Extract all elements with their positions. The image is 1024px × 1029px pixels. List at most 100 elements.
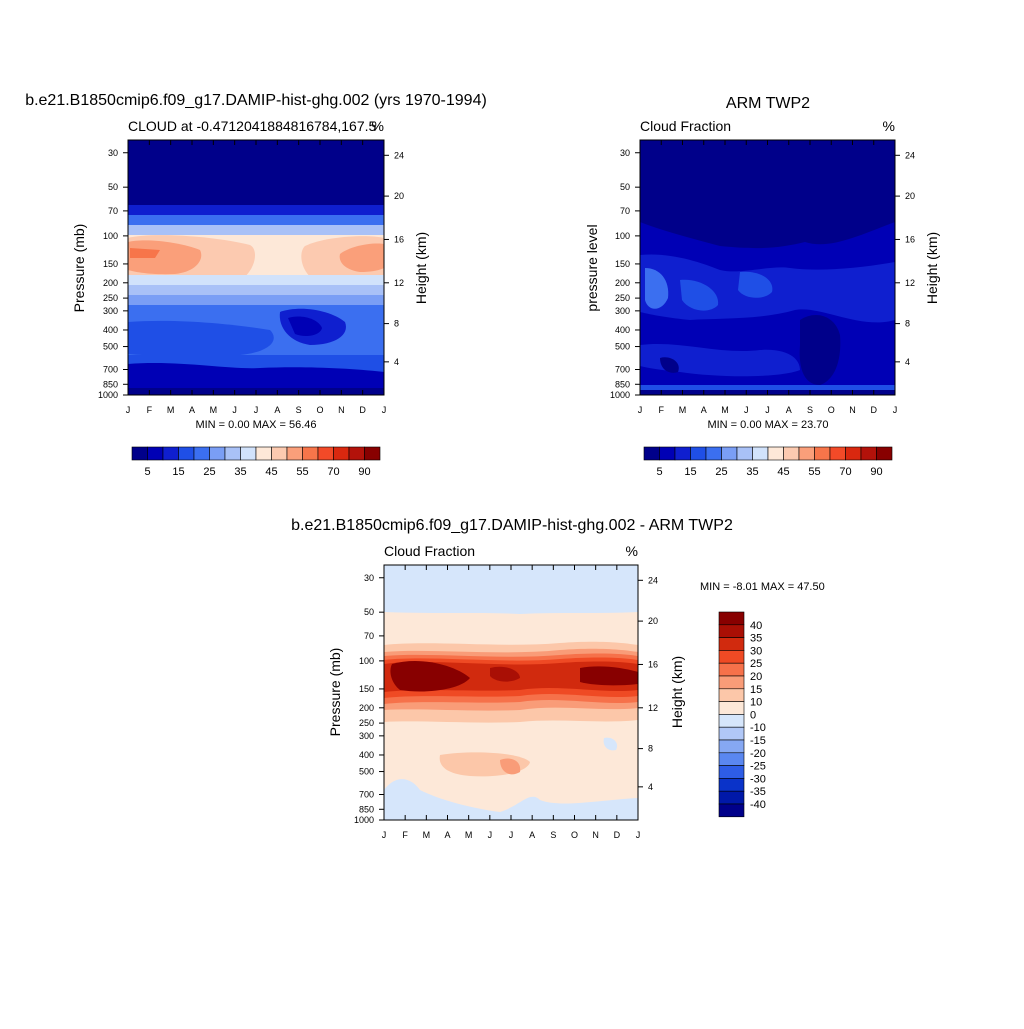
- colorbar-label: -25: [750, 761, 766, 773]
- field-blob: [490, 666, 520, 682]
- field-band: [128, 285, 384, 295]
- field-blob: [640, 343, 800, 377]
- panel-obs-title: ARM TWP2: [726, 95, 810, 112]
- y-tick-label: 200: [359, 703, 374, 713]
- x-tick-label: M: [167, 405, 175, 415]
- colorbar-label: 55: [808, 466, 820, 478]
- colorbar-box: [718, 611, 745, 626]
- colorbar-label: 20: [750, 671, 762, 683]
- panel-obs-y-axis-right: 24 20 16 12 8 4: [895, 150, 915, 367]
- colorbar-box: [721, 446, 738, 461]
- y-tick-label: 100: [103, 231, 118, 241]
- x-tick-label: O: [828, 405, 835, 415]
- y-tick-label: 150: [615, 259, 630, 269]
- colorbar-label: 25: [750, 658, 762, 670]
- field-blob: [738, 271, 773, 298]
- x-tick-label: O: [571, 830, 578, 840]
- colorbar-label: 70: [327, 466, 339, 478]
- y-right-tick-label: 8: [394, 319, 399, 329]
- colorbar-label: 5: [144, 466, 150, 478]
- y-tick-label: 50: [108, 182, 118, 192]
- y-tick-label: 30: [108, 148, 118, 158]
- colorbar-label: 15: [684, 466, 696, 478]
- x-tick-label: A: [529, 830, 535, 840]
- colorbar-label: 90: [358, 466, 370, 478]
- colorbar-box: [718, 675, 745, 690]
- y-right-tick-label: 8: [905, 319, 910, 329]
- field-blob: [339, 243, 384, 272]
- y-right-tick-label: 12: [905, 278, 915, 288]
- colorbar-label: 45: [265, 466, 277, 478]
- colorbar-box: [178, 446, 195, 461]
- x-tick-label: M: [210, 405, 218, 415]
- y-tick-label: 100: [359, 656, 374, 666]
- x-tick-label: N: [592, 830, 599, 840]
- x-tick-label: O: [316, 405, 323, 415]
- panel-diff-title: b.e21.B1850cmip6.f09_g17.DAMIP-hist-ghg.…: [291, 517, 733, 534]
- y-tick-label: 250: [359, 718, 374, 728]
- y-tick-label: 1000: [98, 390, 118, 400]
- field-blob: [799, 315, 841, 385]
- x-tick-label: M: [679, 405, 687, 415]
- x-tick-label: F: [659, 405, 665, 415]
- y-tick-label: 500: [359, 767, 374, 777]
- colorbar-box: [767, 446, 784, 461]
- colorbar-label: 35: [234, 466, 246, 478]
- panel-diff-stats: MIN = -8.01 MAX = 47.50: [700, 581, 825, 593]
- colorbar-box: [736, 446, 753, 461]
- field-band: [128, 215, 384, 225]
- colorbar-label: 45: [777, 466, 789, 478]
- panel-model-title: b.e21.B1850cmip6.f09_g17.DAMIP-hist-ghg.…: [25, 92, 487, 109]
- panel-model-ylabel: Pressure (mb): [71, 224, 87, 313]
- y-right-tick-label: 20: [905, 191, 915, 201]
- y-tick-label: 500: [103, 342, 118, 352]
- field-blob: [384, 565, 638, 614]
- colorbar-box: [718, 714, 745, 728]
- y-tick-label: 850: [359, 804, 374, 814]
- y-tick-label: 700: [359, 790, 374, 800]
- colorbar-box: [705, 446, 722, 461]
- y-tick-label: 300: [615, 306, 630, 316]
- field-blob: [500, 758, 521, 775]
- y-tick-label: 150: [359, 684, 374, 694]
- x-tick-label: J: [765, 405, 770, 415]
- x-tick-label: J: [254, 405, 259, 415]
- colorbar-box: [718, 624, 745, 638]
- y-tick-label: 50: [364, 607, 374, 617]
- y-right-tick-label: 16: [648, 659, 658, 669]
- colorbar-box: [364, 446, 381, 461]
- y-right-tick-label: 12: [394, 278, 404, 288]
- colorbar-label: 25: [715, 466, 727, 478]
- y-tick-label: 700: [615, 365, 630, 375]
- x-tick-label: J: [488, 830, 493, 840]
- colorbar-box: [193, 446, 210, 461]
- panel-model: b.e21.B1850cmip6.f09_g17.DAMIP-hist-ghg.…: [25, 92, 487, 478]
- y-right-tick-label: 24: [905, 150, 915, 160]
- y-tick-label: 850: [103, 379, 118, 389]
- colorbar-box: [718, 765, 745, 779]
- field-blob: [660, 357, 679, 373]
- x-tick-label: A: [444, 830, 450, 840]
- panel-diff-ylabel-right: Height (km): [669, 656, 685, 728]
- x-tick-label: D: [614, 830, 621, 840]
- colorbar-box: [131, 446, 148, 461]
- colorbar-label: 0: [750, 709, 756, 721]
- colorbar-label: 15: [172, 466, 184, 478]
- x-tick-label: F: [402, 830, 408, 840]
- x-tick-label: J: [126, 405, 131, 415]
- panel-obs-colorbar: 5 15 25 35 45 55 70 90: [643, 446, 893, 478]
- colorbar-box: [718, 739, 745, 754]
- x-tick-label: J: [638, 405, 643, 415]
- colorbar-label: 40: [750, 620, 762, 632]
- panel-obs-field: [640, 140, 895, 395]
- colorbar-box: [643, 446, 660, 461]
- x-tick-label: J: [382, 405, 387, 415]
- y-tick-label: 150: [103, 259, 118, 269]
- colorbar-label: 35: [746, 466, 758, 478]
- field-blob: [645, 268, 669, 309]
- panel-diff-right-string: %: [626, 543, 638, 559]
